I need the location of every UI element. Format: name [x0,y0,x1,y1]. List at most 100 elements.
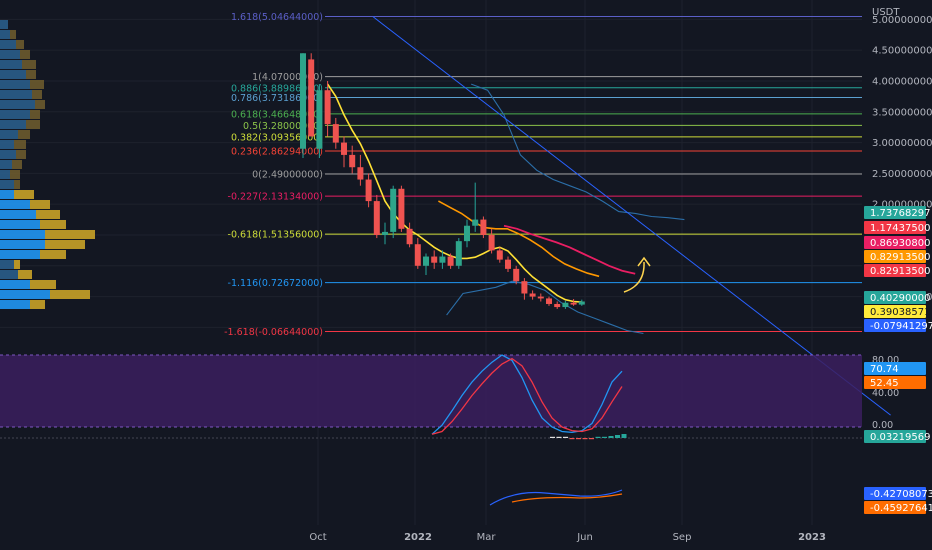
fib-level-label: 0.382(3.09356000) [231,132,323,143]
moving-average-orange [438,200,600,278]
macd-histogram-bar [582,438,588,440]
candle-body [439,256,446,263]
volume-profile-bar-down [18,130,30,139]
macd-histogram-bar [556,436,562,438]
volume-profile-bar-up [0,260,14,269]
lower-pane-badge-bg [864,501,926,514]
price-badge-bg [864,206,926,219]
volume-profile-bar-down [16,40,24,49]
volume-profile-bar-up [0,70,26,79]
y-axis-tick-label: 3.00000000 [872,138,932,149]
price-badge-bg [864,221,926,234]
fib-level-label: -0.618(1.51356000) [228,230,323,241]
volume-profile-bar-down [26,120,40,129]
candle-body [521,281,528,294]
candle-body [308,59,315,137]
volume-profile-bar-down [12,160,22,169]
fib-level-label: 0.236(2.86294000) [231,147,323,158]
candle-body [390,188,397,232]
macd-histogram-bar [602,436,607,438]
volume-profile-bar-up [0,60,22,69]
candle-body [562,302,569,308]
moving-average-yellow [326,83,582,303]
volume-profile-bar-up [0,90,32,99]
volume-profile-bar-up [0,190,14,199]
rsi-axis-tick: 0.00 [872,420,893,431]
stoch-rsi-d-badge-bg [864,376,926,389]
volume-profile-bar-up [0,270,18,279]
volume-profile-bar-up [0,160,12,169]
candle-body [447,256,454,266]
volume-profile-bar-down [10,30,16,39]
price-badge-bg [864,236,926,249]
volume-profile-bar-up [0,80,30,89]
volume-profile-bar-up [0,150,16,159]
volume-profile-bar-up [0,20,8,29]
volume-profile-bar-up [0,180,14,189]
volume-profile-bar-up [0,110,30,119]
volume-profile-bar-down [10,170,20,179]
volume-profile-bar-up [0,290,50,299]
candle-body [349,154,356,168]
volume-profile-bar-down [14,180,20,189]
volume-profile-bar-down [30,110,40,119]
macd-histogram-bar [595,436,601,438]
x-axis-tick-label: Mar [477,532,497,543]
lower-pane-badge: -0.42708073 [870,489,932,500]
y-axis-tick-label: 2.00000000 [872,200,932,211]
y-axis-tick-label: 2.50000000 [872,169,932,180]
y-axis-tick-label: 3.50000000 [872,107,932,118]
price-badge-bg [864,291,926,304]
price-badge-bg [864,250,926,263]
candle-body [488,234,495,251]
volume-profile-bar-down [30,80,44,89]
volume-profile-bar-up [0,300,30,309]
trendline [372,16,891,416]
price-badge: 0.82913500 [870,252,930,263]
arrow-annotation-head [637,256,651,267]
lower-pane-badge-bg [864,487,926,500]
price-badge-bg [864,264,926,277]
candle-body [406,228,413,245]
volume-profile-bar-up [0,30,10,39]
macd-histogram-bar [550,436,555,438]
candle-body [332,124,339,143]
price-badge: 1.73768297 [870,208,930,219]
candle-body [423,256,429,266]
volume-profile-bar-down [14,190,34,199]
volume-profile-bar-up [0,50,20,59]
macd-histogram-bar [569,438,575,440]
volume-profile-bar-down [20,50,30,59]
bollinger-upper-band [471,83,685,221]
volume-profile-bar-down [18,270,32,279]
volume-profile-bar-up [0,220,40,229]
macd-histogram-bar [615,435,620,438]
volume-profile-bar-up [0,130,18,139]
candle-body [431,256,438,263]
y-axis-tick-label: 4.00000000 [872,76,932,87]
price-badge: 0.82913500 [870,266,930,277]
candle-body [398,188,405,229]
volume-profile-bar-down [14,260,20,269]
bollinger-lower-band [446,280,644,335]
macd-histogram-badge: 0.03219569 [870,432,930,443]
lower-pane-badge: -0.45927641 [870,503,932,514]
price-badge-bg [864,305,926,318]
fib-level-label: -1.618(-0.06644000) [224,327,323,338]
candle-body [382,231,388,235]
volume-profile-bar-down [22,60,36,69]
volume-profile-bar-down [16,150,26,159]
volume-profile [0,20,95,309]
volume-profile-bar-up [0,240,45,249]
volume-profile-bar-down [30,280,56,289]
y-axis-tick-label: 5.00000000 [872,15,932,26]
price-badge: -0.07941297 [870,321,932,332]
candle-body [324,90,331,125]
candle-body [496,250,503,260]
macd-histogram-bar [576,438,581,440]
price-badge-bg [864,319,926,332]
volume-profile-bar-down [30,300,45,309]
rsi-band [0,355,862,427]
x-axis-tick-label: Jun [576,532,593,543]
